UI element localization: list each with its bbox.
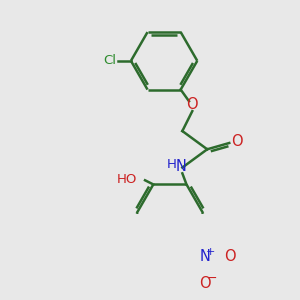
Text: N: N xyxy=(176,159,187,174)
Text: O: O xyxy=(231,134,243,149)
Text: N: N xyxy=(199,249,210,264)
Text: HO: HO xyxy=(116,173,137,186)
Text: O: O xyxy=(224,249,236,264)
Text: −: − xyxy=(206,272,217,285)
Text: O: O xyxy=(199,276,211,291)
Text: +: + xyxy=(206,247,216,257)
Text: O: O xyxy=(187,97,198,112)
Text: Cl: Cl xyxy=(103,54,116,67)
Text: H: H xyxy=(167,158,176,171)
